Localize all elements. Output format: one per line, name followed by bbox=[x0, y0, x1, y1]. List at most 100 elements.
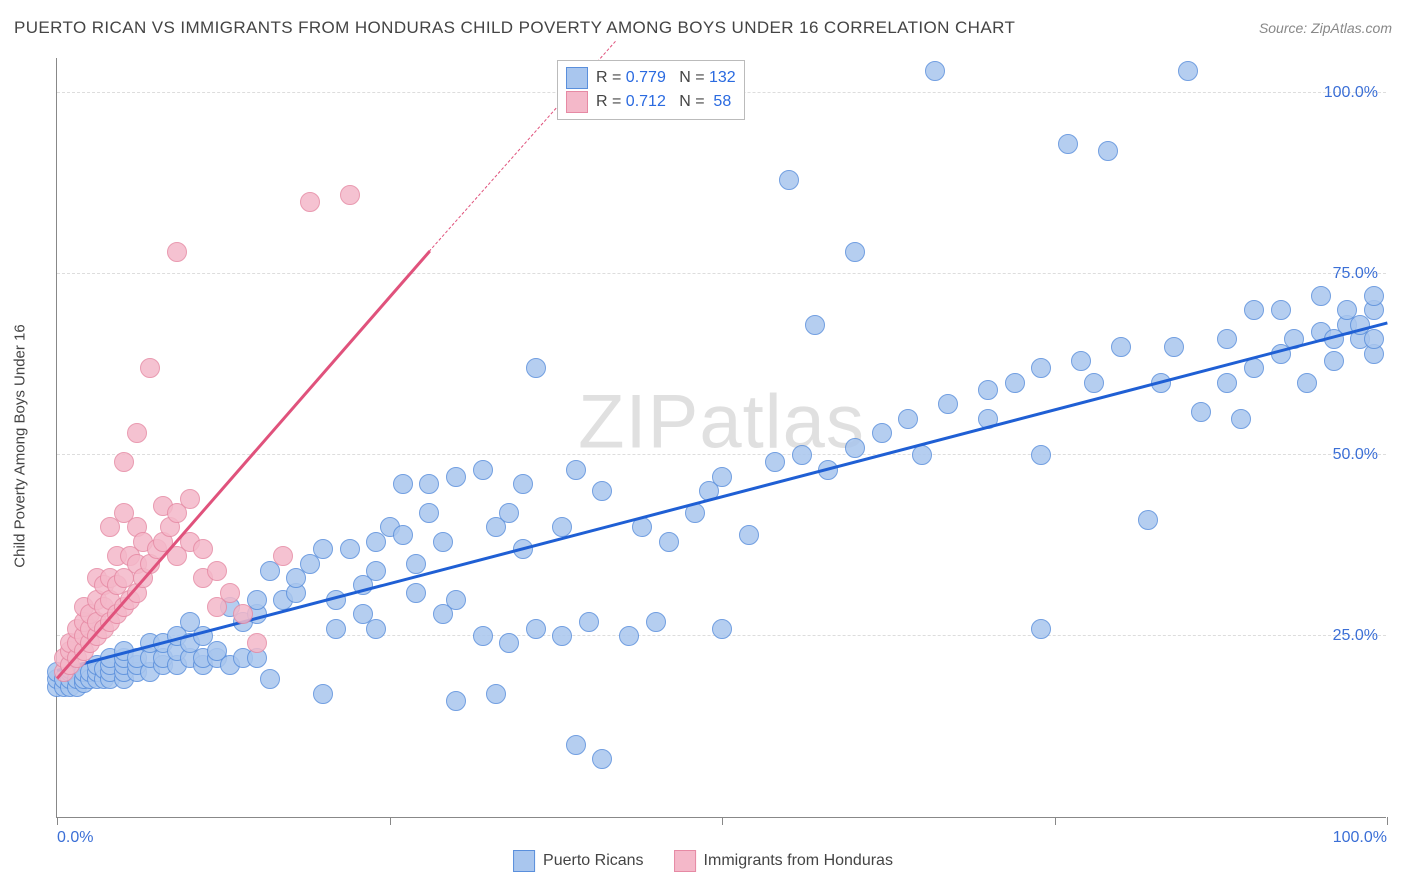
data-point bbox=[872, 423, 892, 443]
data-point bbox=[1005, 373, 1025, 393]
data-point bbox=[765, 452, 785, 472]
legend-item: Puerto Ricans bbox=[513, 850, 644, 872]
data-point bbox=[592, 481, 612, 501]
data-point bbox=[233, 604, 253, 624]
data-point bbox=[406, 554, 426, 574]
data-point bbox=[925, 61, 945, 81]
data-point bbox=[1098, 141, 1118, 161]
data-point bbox=[114, 452, 134, 472]
gridline bbox=[57, 454, 1386, 455]
data-point bbox=[313, 684, 333, 704]
data-point bbox=[845, 242, 865, 262]
data-point bbox=[473, 460, 493, 480]
y-axis-label: Child Poverty Among Boys Under 16 bbox=[12, 324, 29, 567]
data-point bbox=[552, 626, 572, 646]
legend: Puerto Ricans Immigrants from Honduras bbox=[507, 848, 899, 874]
data-point bbox=[805, 315, 825, 335]
data-point bbox=[1178, 61, 1198, 81]
data-point bbox=[473, 626, 493, 646]
data-point bbox=[499, 633, 519, 653]
data-point bbox=[912, 445, 932, 465]
y-tick-label: 100.0% bbox=[1324, 84, 1378, 102]
data-point bbox=[659, 532, 679, 552]
data-point bbox=[1058, 134, 1078, 154]
data-point bbox=[1217, 329, 1237, 349]
data-point bbox=[619, 626, 639, 646]
data-point bbox=[1031, 445, 1051, 465]
legend-item: Immigrants from Honduras bbox=[674, 850, 893, 872]
data-point bbox=[247, 633, 267, 653]
data-point bbox=[180, 489, 200, 509]
data-point bbox=[978, 380, 998, 400]
data-point bbox=[273, 546, 293, 566]
chart-title: PUERTO RICAN VS IMMIGRANTS FROM HONDURAS… bbox=[14, 18, 1015, 38]
data-point bbox=[1297, 373, 1317, 393]
legend-swatch bbox=[674, 850, 696, 872]
data-point bbox=[366, 619, 386, 639]
data-point bbox=[1311, 286, 1331, 306]
data-point bbox=[1364, 329, 1384, 349]
data-point bbox=[566, 460, 586, 480]
watermark: ZIPatlas bbox=[578, 379, 865, 466]
data-point bbox=[1084, 373, 1104, 393]
data-point bbox=[300, 192, 320, 212]
chart-source: Source: ZipAtlas.com bbox=[1259, 20, 1392, 36]
legend-swatch bbox=[513, 850, 535, 872]
data-point bbox=[1191, 402, 1211, 422]
data-point bbox=[499, 503, 519, 523]
stat-swatch bbox=[566, 91, 588, 113]
x-tick bbox=[1387, 817, 1388, 825]
stat-row: R = 0.712 N = 58 bbox=[566, 91, 736, 113]
data-point bbox=[260, 669, 280, 689]
data-point bbox=[326, 619, 346, 639]
legend-label: Puerto Ricans bbox=[543, 852, 644, 870]
data-point bbox=[220, 583, 240, 603]
data-point bbox=[792, 445, 812, 465]
data-point bbox=[1138, 510, 1158, 530]
data-point bbox=[646, 612, 666, 632]
data-point bbox=[207, 561, 227, 581]
data-point bbox=[193, 539, 213, 559]
x-tick-label: 100.0% bbox=[1333, 829, 1387, 847]
scatter-plot: ZIPatlas 25.0%50.0%75.0%100.0%0.0%100.0%… bbox=[56, 58, 1386, 818]
data-point bbox=[419, 503, 439, 523]
data-point bbox=[1271, 300, 1291, 320]
data-point bbox=[446, 467, 466, 487]
data-point bbox=[898, 409, 918, 429]
data-point bbox=[1217, 373, 1237, 393]
data-point bbox=[446, 691, 466, 711]
data-point bbox=[340, 539, 360, 559]
data-point bbox=[419, 474, 439, 494]
data-point bbox=[167, 242, 187, 262]
y-tick-label: 75.0% bbox=[1333, 265, 1378, 283]
data-point bbox=[366, 561, 386, 581]
data-point bbox=[140, 358, 160, 378]
x-tick bbox=[1055, 817, 1056, 825]
data-point bbox=[1231, 409, 1251, 429]
data-point bbox=[739, 525, 759, 545]
data-point bbox=[393, 474, 413, 494]
data-point bbox=[779, 170, 799, 190]
data-point bbox=[1364, 286, 1384, 306]
data-point bbox=[340, 185, 360, 205]
data-point bbox=[406, 583, 426, 603]
data-point bbox=[446, 590, 466, 610]
data-point bbox=[526, 619, 546, 639]
y-tick-label: 50.0% bbox=[1333, 446, 1378, 464]
data-point bbox=[712, 467, 732, 487]
x-tick-label: 0.0% bbox=[57, 829, 93, 847]
data-point bbox=[393, 525, 413, 545]
data-point bbox=[433, 532, 453, 552]
data-point bbox=[1244, 358, 1264, 378]
data-point bbox=[1164, 337, 1184, 357]
stat-row: R = 0.779 N = 132 bbox=[566, 67, 736, 89]
data-point bbox=[1244, 300, 1264, 320]
stat-swatch bbox=[566, 67, 588, 89]
data-point bbox=[1111, 337, 1131, 357]
legend-label: Immigrants from Honduras bbox=[704, 852, 893, 870]
data-point bbox=[127, 423, 147, 443]
data-point bbox=[592, 749, 612, 769]
data-point bbox=[526, 358, 546, 378]
data-point bbox=[579, 612, 599, 632]
gridline bbox=[57, 273, 1386, 274]
